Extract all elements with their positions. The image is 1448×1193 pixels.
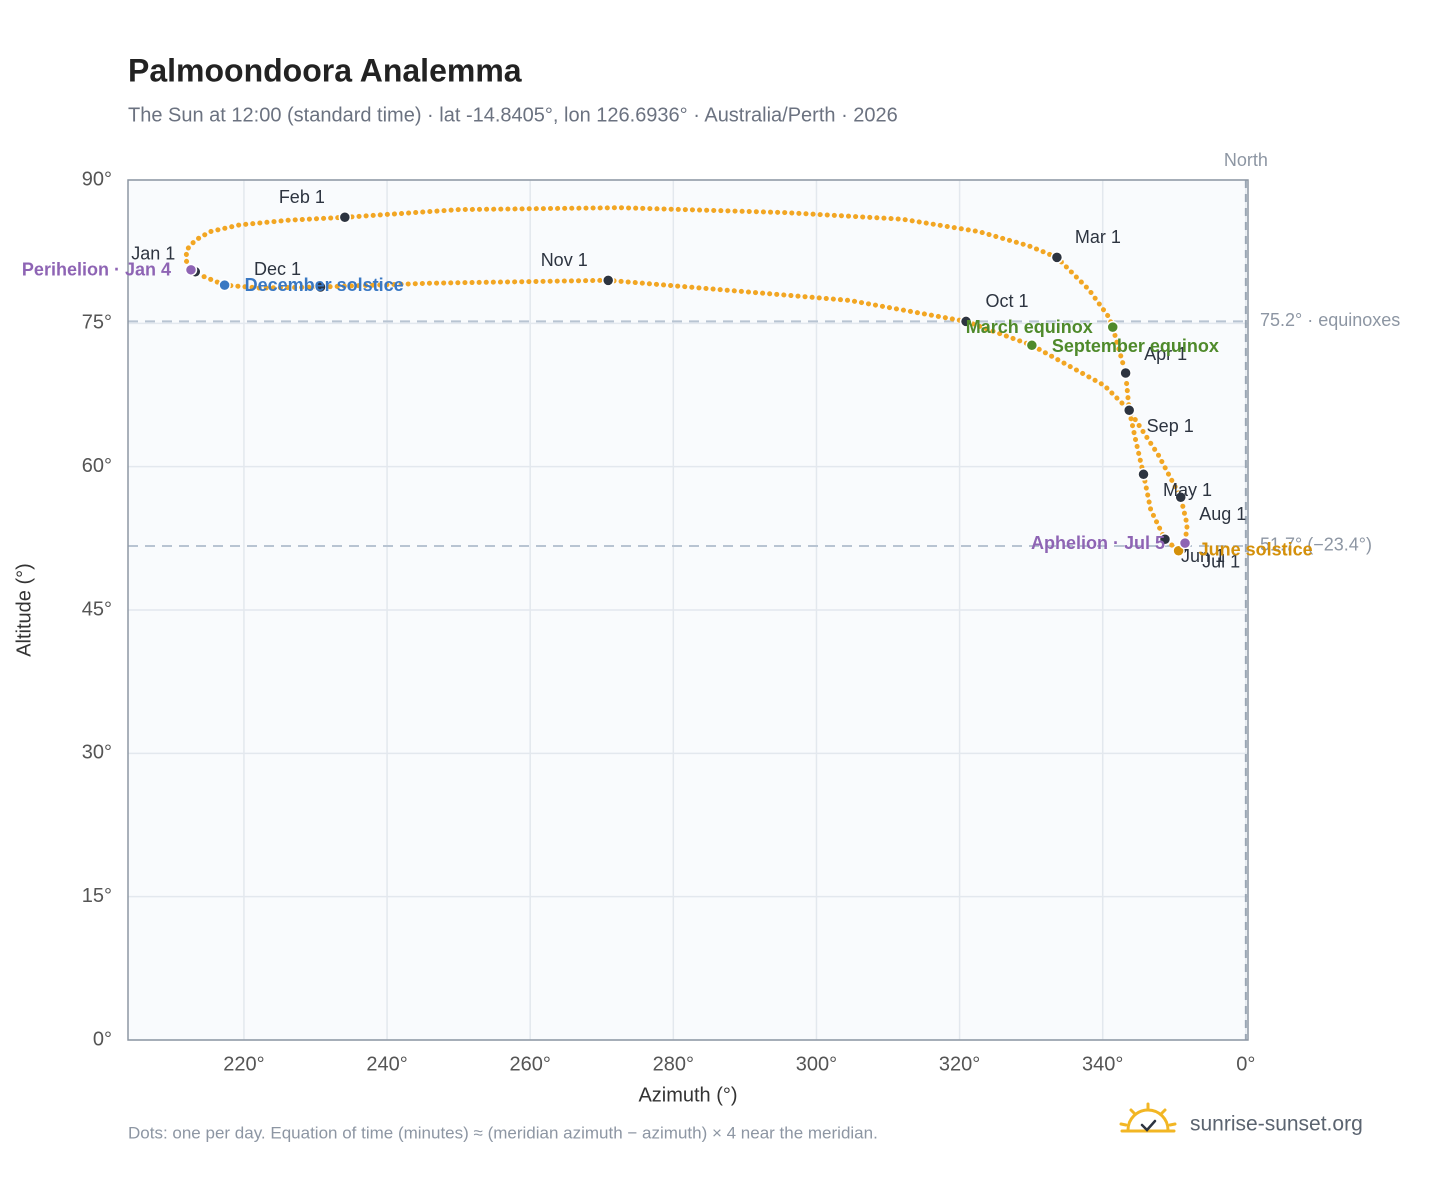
marker-label: Jan 1	[131, 243, 175, 263]
marker-label: September equinox	[1052, 336, 1219, 356]
north-label: North	[1224, 150, 1268, 170]
reference-label: 75.2° · equinoxes	[1260, 310, 1400, 330]
marker	[184, 263, 198, 277]
marker-label: March equinox	[966, 317, 1093, 337]
marker-label: Jul 1	[1202, 552, 1240, 572]
marker	[314, 280, 327, 294]
y-tick-label: 45°	[82, 598, 112, 620]
marker-label: Dec 1	[254, 259, 301, 279]
marker-label: Aphelion · Jul 5	[1031, 533, 1165, 553]
chart-subtitle: The Sun at 12:00 (standard time) · lat -…	[128, 104, 898, 126]
x-tick-label: 220°	[223, 1053, 264, 1075]
x-tick-label: 260°	[510, 1053, 551, 1075]
marker-label: Jun 1	[1181, 546, 1225, 566]
marker	[1106, 320, 1119, 334]
x-tick-label: 320°	[939, 1053, 980, 1075]
x-tick-label: 0°	[1236, 1053, 1255, 1075]
marker	[1178, 536, 1192, 550]
marker	[1158, 533, 1172, 546]
marker-label: Oct 1	[986, 291, 1029, 311]
x-tick-label: 340°	[1082, 1053, 1123, 1075]
brand: sunrise-sunset.org	[1190, 1113, 1363, 1136]
plot	[128, 180, 1248, 1040]
marker-label: May 1	[1163, 480, 1212, 500]
y-axis-label: Altitude (°)	[13, 563, 35, 657]
marker	[338, 211, 352, 224]
marker	[601, 274, 615, 287]
marker-label: June solstice	[1199, 540, 1313, 560]
plot-border	[127, 179, 1249, 1041]
brand-logo	[1119, 1102, 1177, 1133]
marker-label: Nov 1	[541, 250, 588, 270]
analemma-path	[183, 205, 1190, 554]
y-tick-label: 90°	[82, 168, 112, 190]
marker	[1025, 339, 1039, 352]
marker	[1050, 251, 1064, 264]
y-tick-label: 15°	[82, 885, 112, 907]
marker	[959, 315, 973, 328]
marker-label: Apr 1	[1144, 344, 1187, 364]
y-tick-label: 75°	[82, 312, 112, 334]
marker	[218, 278, 231, 292]
marker-label: Sep 1	[1147, 416, 1194, 436]
x-axis-label: Azimuth (°)	[638, 1084, 737, 1106]
reference-label: 51.7° (−23.4°)	[1260, 535, 1372, 555]
x-tick-label: 280°	[653, 1053, 694, 1075]
footnote: Dots: one per day. Equation of time (min…	[128, 1123, 878, 1142]
marker-label: Perihelion · Jan 4	[22, 260, 171, 280]
chart-title: Palmoondoora Analemma	[128, 52, 522, 88]
y-tick-label: 60°	[82, 455, 112, 477]
marker-label: Mar 1	[1075, 227, 1121, 247]
y-tick-label: 0°	[93, 1028, 112, 1050]
marker-label: Aug 1	[1199, 504, 1246, 524]
marker	[1137, 468, 1150, 481]
y-tick-label: 30°	[82, 742, 112, 764]
x-tick-label: 240°	[366, 1053, 407, 1075]
marker	[1122, 404, 1136, 417]
marker-label: Feb 1	[279, 187, 325, 207]
marker	[1174, 490, 1187, 504]
marker	[1119, 366, 1132, 380]
x-tick-label: 300°	[796, 1053, 837, 1075]
marker-label: December solstice	[245, 275, 404, 295]
